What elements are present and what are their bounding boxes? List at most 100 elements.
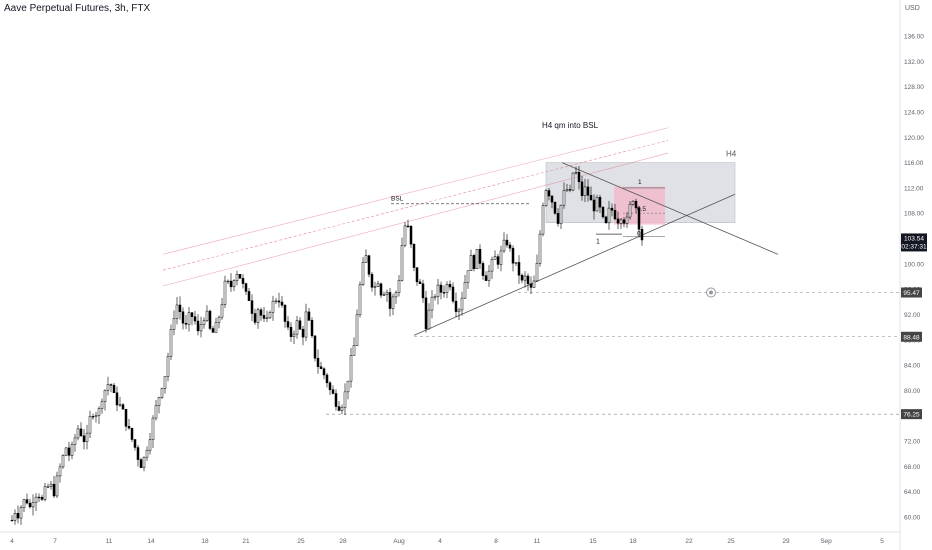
candle-body [94, 415, 98, 417]
candle-body [532, 280, 536, 288]
candle-body [310, 320, 314, 337]
x-tick-label: 7 [53, 538, 57, 545]
candle-body [634, 200, 638, 209]
candle-body [640, 229, 644, 241]
candle-body [358, 284, 362, 316]
level-badge-label: 95.47 [903, 290, 920, 297]
current-price-label: 103.54 [904, 235, 924, 242]
candle-body [133, 439, 137, 448]
candle-body [577, 172, 581, 183]
x-tick-label: 25 [727, 538, 735, 545]
candle-body [46, 486, 50, 488]
candle-body [226, 280, 230, 283]
y-tick-label: 92.00 [904, 312, 921, 319]
candle-body [547, 190, 551, 197]
x-tick-label: 18 [201, 538, 209, 545]
candle-body [454, 300, 458, 312]
candle-body [571, 172, 575, 191]
candle-body [409, 225, 413, 245]
x-tick-label: Aug [393, 538, 405, 545]
candle-body [79, 428, 83, 437]
candle-body [190, 312, 194, 317]
candle-body [484, 275, 488, 281]
candle-body [316, 357, 320, 367]
candle-body [430, 296, 434, 311]
candle-body [637, 207, 641, 230]
candle-body [334, 393, 338, 407]
candle-body [481, 263, 485, 276]
candle-body [610, 207, 614, 211]
x-tick-label: 8 [494, 538, 498, 545]
x-tick-label: 11 [534, 538, 541, 545]
candle-body [556, 213, 560, 224]
candle-body [229, 280, 233, 288]
candle-body [535, 263, 539, 282]
candle-body [82, 435, 86, 443]
candle-body [235, 274, 239, 281]
candle-body [61, 455, 65, 468]
y-tick-label: 80.00 [904, 388, 921, 395]
candle-body [157, 397, 161, 406]
y-tick-label: 136.00 [904, 34, 924, 41]
candle-body [340, 406, 344, 411]
candle-body [136, 447, 140, 460]
candle-body [589, 195, 593, 201]
candle-body [166, 355, 170, 377]
candle-body [601, 206, 605, 218]
candle-body [478, 249, 482, 264]
candle-body [175, 304, 179, 319]
candle-body [565, 189, 569, 192]
candle-body [202, 320, 206, 325]
x-tick-label: 4 [438, 538, 442, 545]
candle-body [622, 219, 626, 224]
candle-body [415, 267, 419, 283]
candle-body [259, 309, 263, 316]
y-tick-label: 64.00 [904, 489, 921, 496]
candle-body [37, 496, 41, 499]
x-tick-label: 25 [297, 538, 305, 545]
candle-body [337, 406, 341, 411]
candle-body [238, 274, 242, 279]
candle-body [394, 292, 398, 298]
candle-body [328, 382, 332, 390]
candle-body [184, 322, 188, 325]
candle-body [304, 311, 308, 338]
candle-body [199, 324, 203, 332]
channel-bottom-line [162, 152, 669, 287]
x-tick-label: 21 [242, 538, 250, 545]
candle-body [493, 256, 497, 260]
candle-body [490, 259, 494, 272]
level-badge-label: 88.48 [903, 334, 920, 341]
candle-body [55, 475, 59, 497]
channel-mid-line [162, 140, 669, 271]
candle-body [178, 304, 182, 312]
candle-body [196, 320, 200, 332]
candle-body [382, 294, 386, 296]
candle-body [232, 280, 236, 288]
candle-body [574, 172, 578, 174]
resistance-trendline [561, 162, 779, 255]
candle-body [388, 292, 392, 309]
x-tick-label: 11 [106, 538, 113, 545]
candle-body [268, 312, 272, 319]
candle-body [442, 292, 446, 294]
candle-body [145, 450, 149, 458]
candle-body [253, 313, 257, 323]
candle-body [301, 328, 305, 338]
candle-body [214, 322, 218, 333]
candle-body [211, 328, 215, 333]
h4-label: H4 [726, 149, 737, 158]
candle-body [127, 426, 131, 429]
candle-body [247, 291, 251, 301]
candle-body [502, 239, 506, 252]
candle-body [562, 190, 566, 206]
countdown-label: 02:37:31 [901, 243, 927, 250]
candle-body [262, 315, 266, 319]
y-tick-label: 124.00 [904, 109, 924, 116]
candle-body [130, 427, 134, 440]
candle-body [529, 283, 533, 288]
y-tick-label: 112.00 [904, 185, 924, 192]
candle-body [205, 310, 209, 321]
candle-body [220, 304, 224, 318]
